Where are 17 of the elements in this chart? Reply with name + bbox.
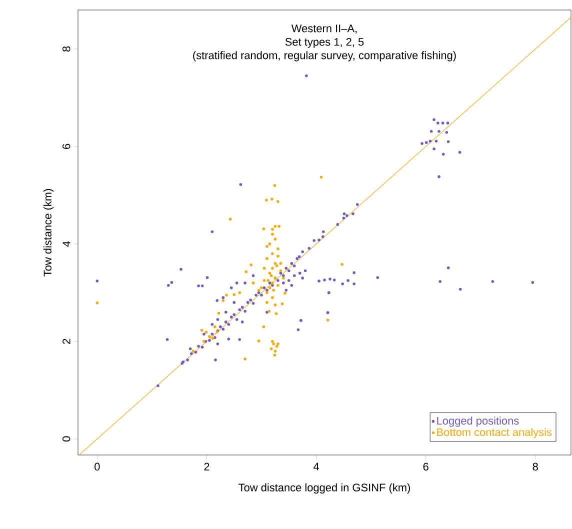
text: Set types 1, 2, 5 xyxy=(285,38,364,48)
x-axis-title: Tow distance logged in GSINF (km) xyxy=(238,483,410,494)
legend-label: Logged positions xyxy=(437,416,519,427)
y-tick-label: 2 xyxy=(62,338,70,344)
y-tick-label: 4 xyxy=(62,241,70,247)
x-tick-label: 4 xyxy=(313,462,319,470)
y-tick-label: 0 xyxy=(62,436,70,442)
x-tick-label: 8 xyxy=(532,462,538,471)
annotation: (stratified random, regular survey, comparative fishing) xyxy=(193,51,456,62)
x-tick-label: 2 xyxy=(204,462,210,470)
y-axis-title: Tow distance (km) xyxy=(43,189,54,276)
legend-label: Bottom contact analysis xyxy=(437,428,552,438)
y-tick-label: 6 xyxy=(62,144,70,149)
x-tick-label: 0 xyxy=(94,462,100,471)
x-tick-label: 6 xyxy=(423,462,428,471)
text: Western II–A, xyxy=(291,24,357,34)
y-tick-label: 8 xyxy=(62,46,70,52)
